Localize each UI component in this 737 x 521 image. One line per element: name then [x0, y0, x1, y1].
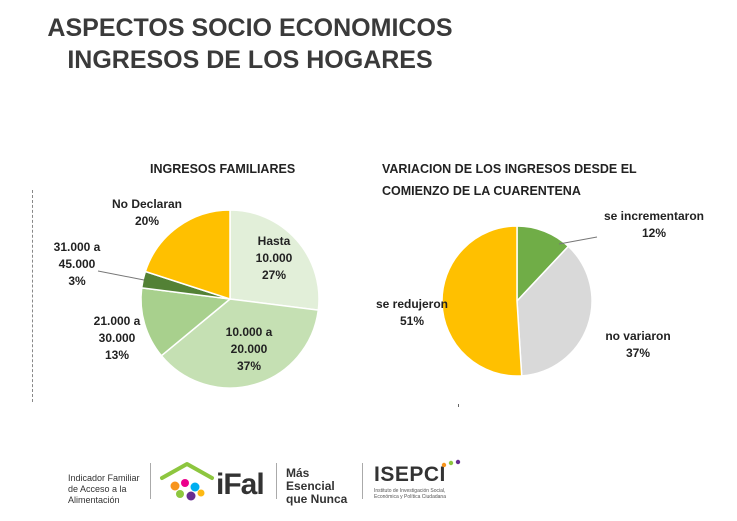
slice-label-redujeron: se redujeron 51% [364, 296, 460, 330]
pie-variacion [441, 225, 593, 377]
slice-label-text: no variaron [605, 329, 671, 343]
footer-indicator-line: Alimentación [68, 495, 120, 505]
isepci-wordmark: ISEPCI [374, 463, 446, 486]
slogan-line: Esencial [286, 479, 335, 493]
slice-value: 12% [641, 226, 667, 240]
chart-title-variacion-line-2: COMIENZO DE LA CUARENTENA [382, 184, 581, 198]
dashed-divider [32, 190, 33, 402]
isepci-subtitle: Instituto de Investigación Social, Econó… [374, 488, 464, 500]
slice-label-incrementaron: se incrementaron 12% [594, 208, 714, 242]
slice-value: 27% [261, 268, 287, 282]
footer-indicator-line: Indicador Familiar [68, 473, 140, 483]
tick-mark [458, 404, 459, 407]
chart-title-ingresos: INGRESOS FAMILIARES [150, 162, 296, 176]
pie-variacion-slice-2 [441, 225, 523, 377]
isepci-subtitle-line: Económica y Política Ciudadana [374, 494, 446, 500]
page-title-line-2: INGRESOS DE LOS HOGARES [67, 46, 433, 74]
page-title-line-1: ASPECTOS SOCIO ECONOMICOS [47, 14, 453, 42]
slice-label-text: 31.000 a [53, 240, 101, 254]
leader-line-31000 [97, 270, 145, 281]
pie-ingresos-slice-1 [160, 298, 320, 389]
slice-label-31000-45000: 31.000 a 45.000 3% [44, 239, 110, 290]
slice-label-text: 21.000 a [93, 314, 141, 328]
slice-label-text: 45.000 [58, 257, 96, 271]
isepci-subtitle-line: Instituto de Investigación Social, [374, 488, 446, 494]
chart-title-variacion-line-1: VARIACION DE LOS INGRESOS DESDE EL [382, 162, 637, 176]
footer-indicator-text: Indicador Familiar de Acceso a la Alimen… [68, 473, 140, 506]
slice-label-21000-30000: 21.000 a 30.000 13% [80, 313, 154, 364]
pie-ingresos-slice-0 [229, 209, 320, 311]
pie-variacion-slice-1 [516, 245, 593, 377]
chart-title-variacion: VARIACION DE LOS INGRESOS DESDE EL COMIE… [382, 158, 682, 202]
footer-indicator-line: de Acceso a la [68, 484, 127, 494]
slice-value: 20% [134, 214, 160, 228]
footer-divider [150, 463, 151, 499]
slice-label-text: 30.000 [98, 331, 136, 345]
slice-value: 51% [399, 314, 425, 328]
slice-label-no-variaron: no variaron 37% [598, 328, 678, 362]
slice-label-text: 10.000 a [225, 325, 273, 339]
pie-ingresos-slice-4 [144, 209, 231, 301]
footer-divider [276, 463, 277, 499]
pie-ingresos [140, 209, 320, 389]
slice-label-hasta-10000: Hasta 10.000 27% [244, 233, 304, 284]
isepci-dots-icon [441, 459, 461, 468]
pie-ingresos-slice-2 [140, 287, 232, 357]
slice-label-text: se redujeron [375, 297, 449, 311]
slogan-line: Más [286, 466, 310, 480]
ifal-logo-icon [160, 462, 214, 501]
footer-divider [362, 463, 363, 499]
leader-line-incrementaron [558, 236, 598, 245]
slogan: Más Esencial que Nunca [286, 467, 347, 506]
slice-value: 3% [68, 274, 86, 288]
slice-label-no-declaran: No Declaran 20% [104, 196, 190, 230]
ifal-wordmark: iFal [216, 468, 265, 501]
slice-label-text: Hasta [257, 234, 291, 248]
slice-label-text: 20.000 [230, 342, 268, 356]
slice-value: 37% [236, 359, 262, 373]
slice-value: 37% [625, 346, 651, 360]
slice-value: 13% [104, 348, 130, 362]
slice-label-text: No Declaran [111, 197, 183, 211]
slice-label-text: se incrementaron [603, 209, 705, 223]
slice-label-10000-20000: 10.000 a 20.000 37% [210, 324, 288, 375]
slogan-line: que Nunca [286, 492, 348, 506]
slice-label-text: 10.000 [255, 251, 293, 265]
